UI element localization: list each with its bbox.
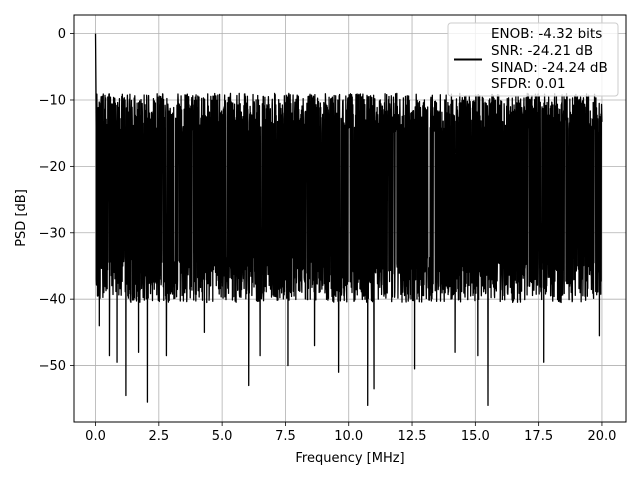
legend-box	[447, 22, 619, 97]
x-tick-label-5: 12.5	[398, 429, 427, 444]
x-tick-label-4: 10.0	[334, 429, 363, 444]
axis-ticks: 0.0 2.5 5.0 7.5 10.0 12.5 15.0 17.5 20.0 0 −10 −20 −…	[39, 27, 617, 444]
series-group	[94, 33, 603, 407]
y-tick-label-3: −30	[39, 226, 66, 241]
x-axis-label: Frequency [MHz]	[295, 451, 404, 466]
axes-frame	[73, 14, 627, 423]
x-tick-label-6: 15.0	[461, 429, 490, 444]
y-axis-label: PSD [dB]	[14, 189, 29, 247]
y-tick-label-4: −40	[39, 293, 66, 308]
x-tick-label-0: 0.0	[85, 429, 106, 444]
x-tick-label-7: 17.5	[524, 429, 553, 444]
legend-entry-enob: ENOB: -4.32 bits	[491, 26, 602, 42]
y-tick-label-2: −20	[39, 160, 66, 175]
y-tick-label-1: −10	[39, 93, 66, 108]
legend: ENOB: -4.32 bits SNR: -24.21 dB SINAD: -…	[447, 22, 619, 97]
y-tick-label-5: −50	[39, 359, 66, 374]
x-tick-label-8: 20.0	[587, 429, 616, 444]
x-tick-label-1: 2.5	[148, 429, 169, 444]
legend-entry-snr: SNR: -24.21 dB	[491, 43, 593, 59]
x-tick-label-2: 5.0	[212, 429, 233, 444]
legend-entry-sfdr: SFDR: 0.01	[491, 76, 566, 92]
y-tick-label-0: 0	[58, 27, 66, 42]
psd-series-line	[94, 33, 603, 407]
legend-entry-sinad: SINAD: -24.24 dB	[491, 60, 608, 76]
x-tick-label-3: 7.5	[275, 429, 296, 444]
